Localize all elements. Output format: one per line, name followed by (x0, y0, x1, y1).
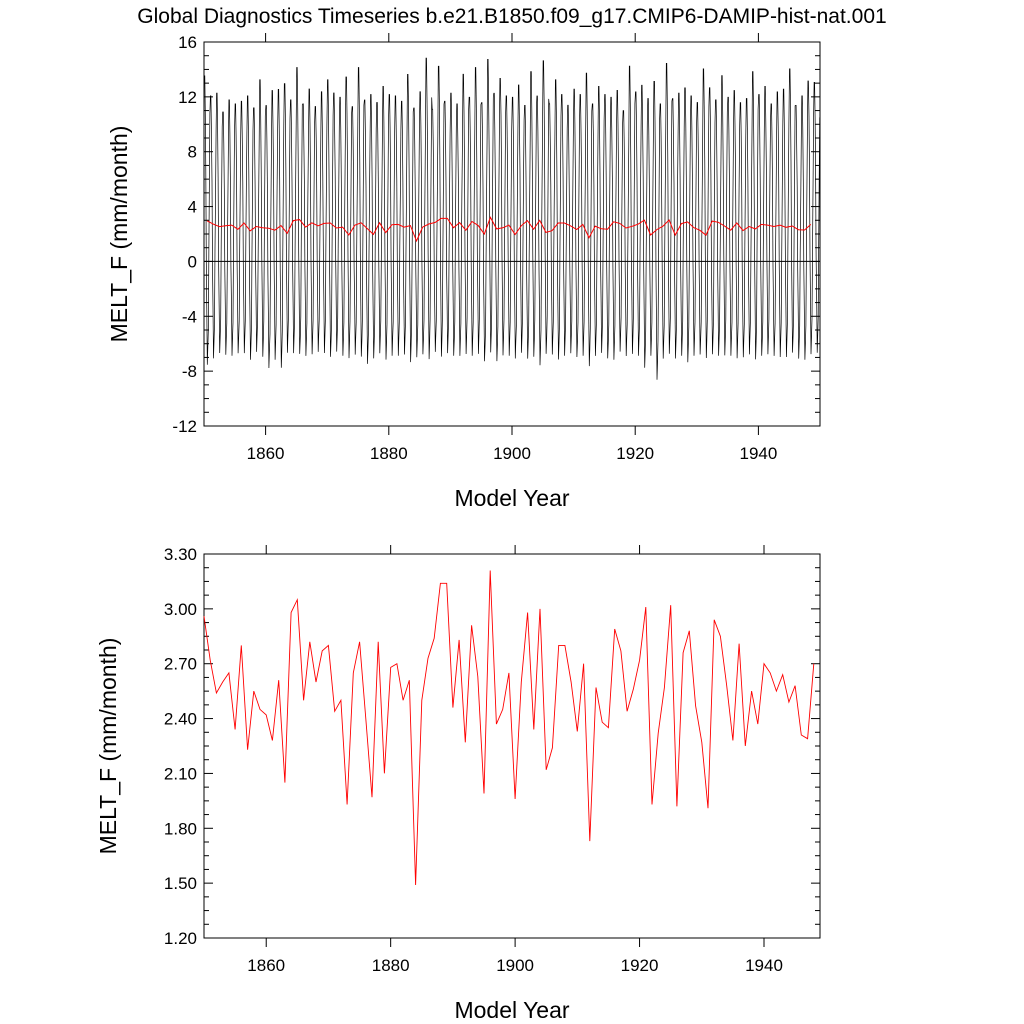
plot-frame (203, 41, 821, 427)
x-tick-label: 1880 (372, 956, 410, 975)
x-tick-label: 1920 (616, 444, 654, 463)
chart-panel-monthly: MELT_F (mm/month) Model Year -12 -8 -4 0 4 8 1… (106, 33, 821, 511)
ylabel-1: MELT_F (mm/month) (95, 638, 121, 855)
y-tick-label: 12 (178, 88, 197, 107)
y-tick-label: -8 (182, 362, 197, 381)
y-tick-label: 2.40 (164, 710, 197, 729)
x-tick-label: 1940 (745, 956, 783, 975)
y-tick-label: 16 (178, 33, 197, 52)
ylabel-0: MELT_F (mm/month) (106, 126, 132, 343)
y-tick-label: 3.30 (164, 545, 197, 564)
x-tick-label: 1860 (247, 444, 285, 463)
annual-mean-overlay-line (206, 216, 812, 243)
x-tick-label: 1920 (621, 956, 659, 975)
annual-mean-line (203, 570, 815, 886)
y-tick-label: 8 (188, 143, 197, 162)
y-tick-label: 2.10 (164, 764, 197, 783)
y-tick-label: 3.00 (164, 600, 197, 619)
x-tick-label: 1900 (493, 444, 531, 463)
plot-frame (203, 553, 821, 939)
y-tick-label: 1.80 (164, 819, 197, 838)
x-tick-label: 1900 (496, 956, 534, 975)
x-tick-label: 1860 (247, 956, 285, 975)
y-tick-label: 1.50 (164, 874, 197, 893)
y-tick-label: 2.70 (164, 655, 197, 674)
y-tick-label: 0 (188, 252, 197, 271)
xlabel-0: Model Year (454, 485, 569, 511)
monthly-series-line (204, 57, 821, 380)
x-tick-label: 1940 (739, 444, 777, 463)
figure-title: Global Diagnostics Timeseries b.e21.B185… (137, 5, 886, 28)
y-tick-label: 1.20 (164, 929, 197, 948)
y-tick-label: 4 (188, 198, 197, 217)
x-tick-label: 1880 (370, 444, 408, 463)
chart-panel-annual: MELT_F (mm/month) Model Year 1.20 1.50 1.8… (95, 545, 821, 1023)
y-tick-label: -12 (172, 417, 197, 436)
y-tick-label: -4 (182, 307, 197, 326)
xlabel-1: Model Year (454, 997, 569, 1023)
